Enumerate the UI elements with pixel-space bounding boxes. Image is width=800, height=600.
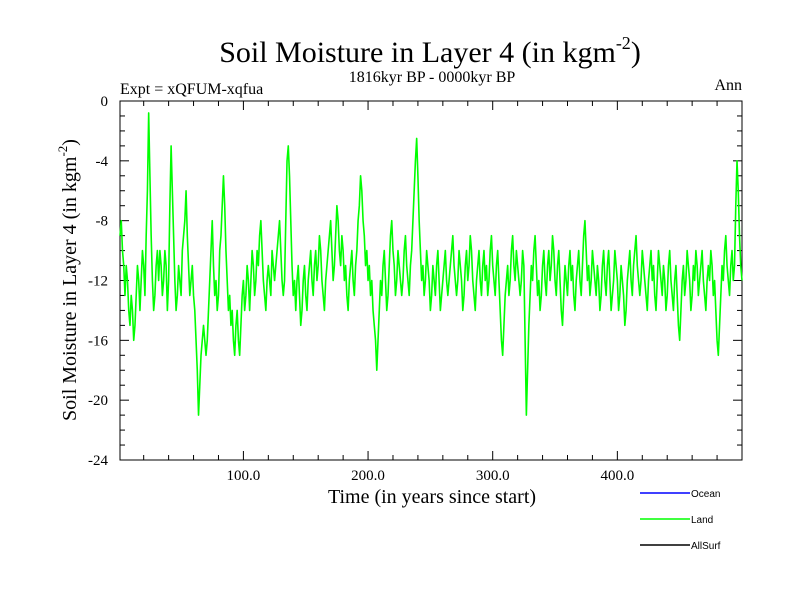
y-tick-label: -12 (88, 274, 108, 290)
x-tick-label: 300.0 (476, 468, 510, 484)
axis-ticks (120, 100, 742, 461)
legend-label: Ocean (691, 489, 720, 500)
legend-label: AllSurf (691, 541, 721, 552)
land-series-line (119, 112, 743, 416)
x-tick-label: 400.0 (600, 468, 634, 484)
axis-tick-labels: 100.0 200.0 300.0 400.0 0 -4 -8 -12 -16 -20 -24 (88, 94, 634, 484)
season-label: Ann (714, 77, 742, 94)
chart-title: Soil Moisture in Layer 4 (in kgm-2) (219, 33, 641, 69)
x-tick-label: 100.0 (227, 468, 261, 484)
period-label: 1816kyr BP - 0000kyr BP (349, 69, 516, 86)
x-tick-label: 200.0 (351, 468, 385, 484)
x-axis-label: Time (in years since start) (328, 486, 536, 508)
y-tick-label: -24 (88, 453, 108, 469)
y-tick-label: -16 (88, 333, 108, 349)
y-axis-label-text: Soil Moisture in Layer 4 (in kgm (59, 156, 81, 421)
y-tick-label: -4 (96, 154, 109, 170)
experiment-label: Expt = xQFUM-xqfua (120, 81, 263, 98)
y-tick-label: 0 (101, 94, 109, 110)
y-tick-label: -20 (88, 393, 108, 409)
y-axis-label: Soil Moisture in Layer 4 (in kgm-2) (55, 139, 81, 421)
legend: Ocean Land AllSurf (640, 489, 721, 552)
legend-label: Land (691, 515, 713, 526)
y-tick-label: -8 (96, 214, 109, 230)
